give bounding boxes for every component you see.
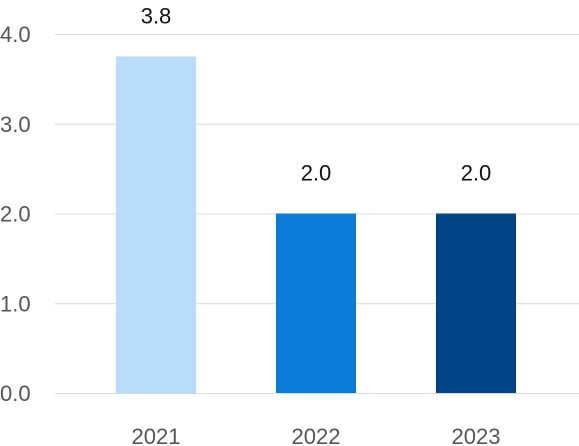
data-label-2022: 2.0	[301, 161, 332, 186]
y-tick-label: 2.0	[0, 202, 31, 227]
bar-2022	[276, 213, 356, 393]
x-tick-label-2021: 2021	[132, 424, 181, 446]
bar-2023	[436, 213, 516, 393]
x-axis-tick-labels: 2021 2022 2023	[132, 424, 501, 446]
y-tick-label: 0.0	[0, 381, 31, 406]
bars	[116, 56, 516, 393]
x-tick-label-2023: 2023	[452, 424, 501, 446]
x-tick-label-2022: 2022	[292, 424, 341, 446]
data-label-2023: 2.0	[461, 161, 492, 186]
data-labels: 3.8 2.0 2.0	[141, 3, 492, 185]
y-tick-label: 3.0	[0, 112, 31, 137]
bar-2021	[116, 56, 196, 393]
data-label-2021: 3.8	[141, 3, 172, 28]
y-axis-tick-labels: 0.0 1.0 2.0 3.0 4.0	[0, 22, 31, 406]
y-tick-label: 4.0	[0, 22, 31, 47]
y-tick-label: 1.0	[0, 291, 31, 316]
